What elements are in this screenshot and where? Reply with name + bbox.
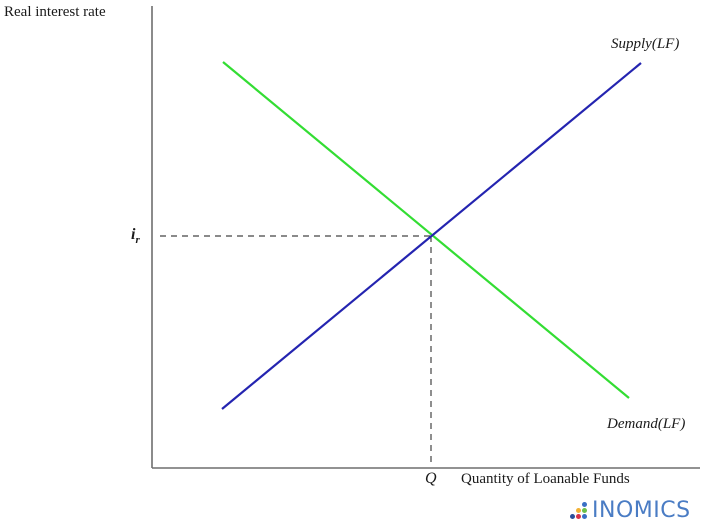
interest-rate-symbol: i: [131, 226, 136, 243]
inomics-logo: INOMICS: [570, 498, 691, 523]
logo-dot: [582, 502, 587, 507]
logo-dot: [576, 502, 581, 507]
demand-label: Demand(LF): [607, 416, 686, 432]
logo-dot: [576, 508, 581, 513]
x-axis-label: Quantity of Loanable Funds: [461, 471, 630, 487]
brand-name: INOMICS: [592, 498, 691, 523]
logo-dot: [570, 508, 575, 513]
demand-curve: [222, 61, 630, 399]
logo-dot: [576, 514, 581, 519]
logo-dot: [570, 514, 575, 519]
logo-dot: [582, 514, 587, 519]
y-axis-label: Real interest rate: [4, 4, 106, 20]
supply-label: Supply(LF): [611, 36, 680, 52]
quantity-tick: Q: [425, 470, 437, 487]
logo-dot: [582, 508, 587, 513]
logo-dots-icon: [570, 502, 587, 519]
supply-curve: [221, 62, 642, 410]
logo-dot: [570, 502, 575, 507]
interest-rate-subscript: r: [135, 234, 140, 247]
interest-rate-tick: ir: [131, 226, 140, 246]
